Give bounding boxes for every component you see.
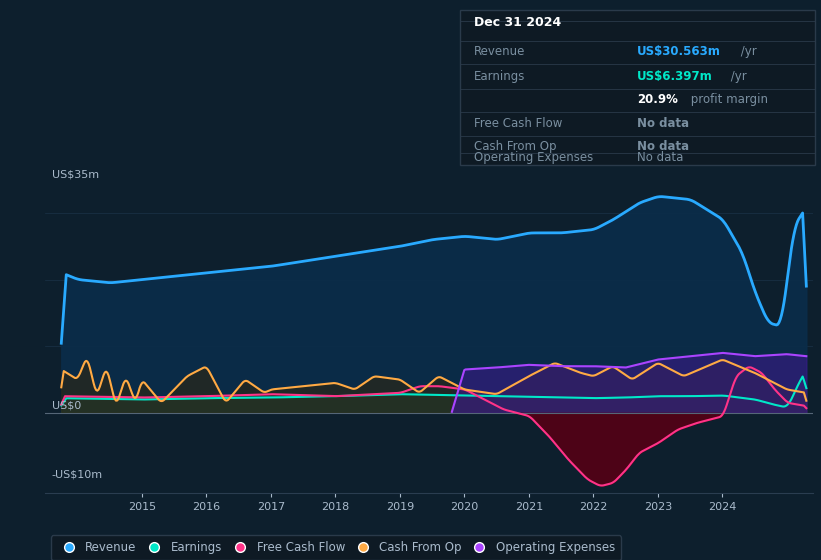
Text: No data: No data — [637, 151, 684, 164]
Text: US$0: US$0 — [52, 401, 80, 411]
Text: Dec 31 2024: Dec 31 2024 — [474, 16, 562, 29]
FancyBboxPatch shape — [460, 10, 814, 165]
Text: US$30.563m: US$30.563m — [637, 45, 721, 58]
Text: -US$10m: -US$10m — [52, 469, 103, 479]
Text: US$6.397m: US$6.397m — [637, 70, 713, 83]
Text: /yr: /yr — [736, 45, 756, 58]
Text: Revenue: Revenue — [474, 45, 525, 58]
Text: Operating Expenses: Operating Expenses — [474, 151, 594, 164]
Text: No data: No data — [637, 140, 690, 153]
Text: /yr: /yr — [727, 70, 746, 83]
Legend: Revenue, Earnings, Free Cash Flow, Cash From Op, Operating Expenses: Revenue, Earnings, Free Cash Flow, Cash … — [51, 535, 621, 560]
Text: Cash From Op: Cash From Op — [474, 140, 557, 153]
Text: Free Cash Flow: Free Cash Flow — [474, 116, 562, 130]
Text: Earnings: Earnings — [474, 70, 525, 83]
Text: 20.9%: 20.9% — [637, 94, 678, 106]
Text: profit margin: profit margin — [687, 94, 768, 106]
Text: US$35m: US$35m — [52, 170, 99, 180]
Text: No data: No data — [637, 116, 690, 130]
